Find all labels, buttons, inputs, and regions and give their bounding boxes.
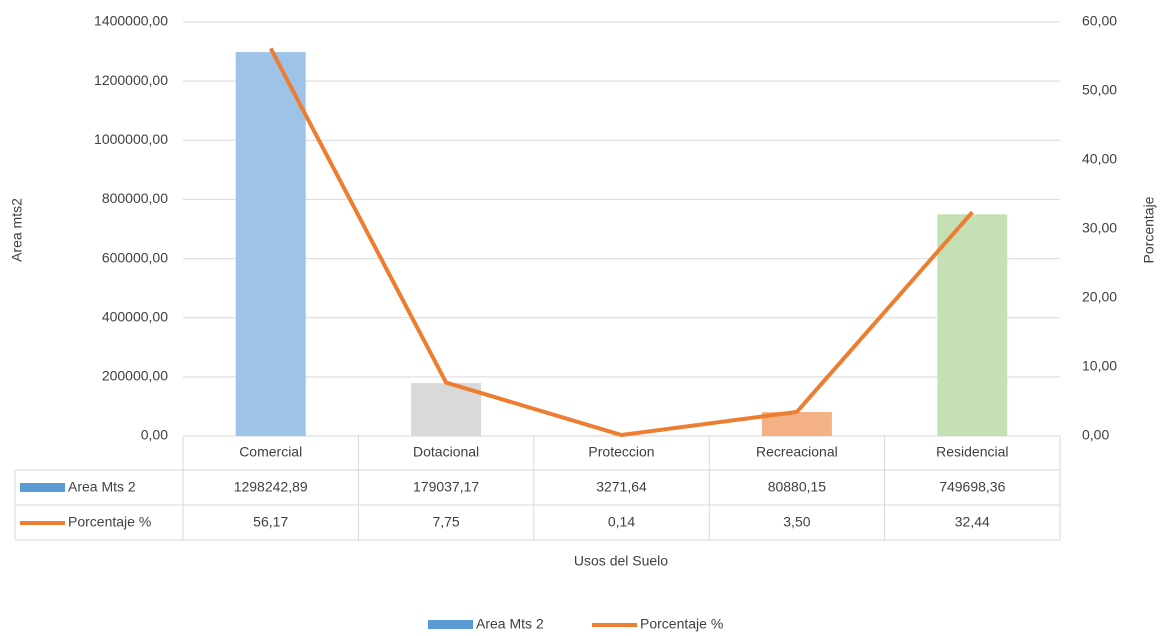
x-tick-label: Comercial [239, 444, 302, 460]
y2-tick-label: 50,00 [1082, 82, 1117, 98]
y-tick-label: 0,00 [141, 427, 168, 443]
table-value: 749698,36 [939, 479, 1005, 495]
x-tick-label: Residencial [936, 444, 1008, 460]
line [268, 47, 974, 438]
y-axis-title: Area mts2 [9, 198, 25, 262]
table-value: 32,44 [955, 514, 990, 530]
y-tick-label: 200000,00 [102, 368, 168, 384]
y-tick-label: 600000,00 [102, 249, 168, 265]
y2-tick-label: 40,00 [1082, 151, 1117, 167]
y-tick-label: 1400000,00 [94, 13, 168, 29]
x-axis-title: Usos del Suelo [574, 553, 668, 569]
y2-tick-label: 10,00 [1082, 358, 1117, 374]
legend-key [20, 483, 65, 492]
legend-label: Area Mts 2 [476, 616, 544, 632]
y-tick-label: 400000,00 [102, 308, 168, 324]
x-tick-label: Proteccion [588, 444, 654, 460]
y2-tick-label: 30,00 [1082, 220, 1117, 236]
table-value: 3,50 [783, 514, 810, 530]
y2-axis-title: Porcentaje [1141, 196, 1157, 263]
bar [937, 214, 1008, 436]
x-tick-label: Dotacional [413, 444, 479, 460]
table-value: 1298242,89 [234, 479, 308, 495]
y-tick-label: 1200000,00 [94, 72, 168, 88]
y2-tick-label: 20,00 [1082, 289, 1117, 305]
y2-tick-label: 0,00 [1082, 427, 1109, 443]
legend-label: Porcentaje % [640, 616, 723, 632]
bar [761, 412, 832, 436]
y-tick-label: 800000,00 [102, 190, 168, 206]
table-value: 179037,17 [413, 479, 479, 495]
table-value: 80880,15 [768, 479, 827, 495]
x-tick-label: Recreacional [756, 444, 838, 460]
table-row-header: Area Mts 2 [68, 479, 136, 495]
bar [235, 52, 306, 436]
y2-tick-label: 60,00 [1082, 13, 1117, 29]
table-value: 7,75 [432, 514, 459, 530]
table-value: 0,14 [608, 514, 635, 530]
legend-key [428, 620, 473, 629]
table-value: 3271,64 [596, 479, 647, 495]
table-value: 56,17 [253, 514, 288, 530]
table-row-header: Porcentaje % [68, 514, 151, 530]
bar [411, 383, 482, 436]
y-tick-label: 1000000,00 [94, 131, 168, 147]
